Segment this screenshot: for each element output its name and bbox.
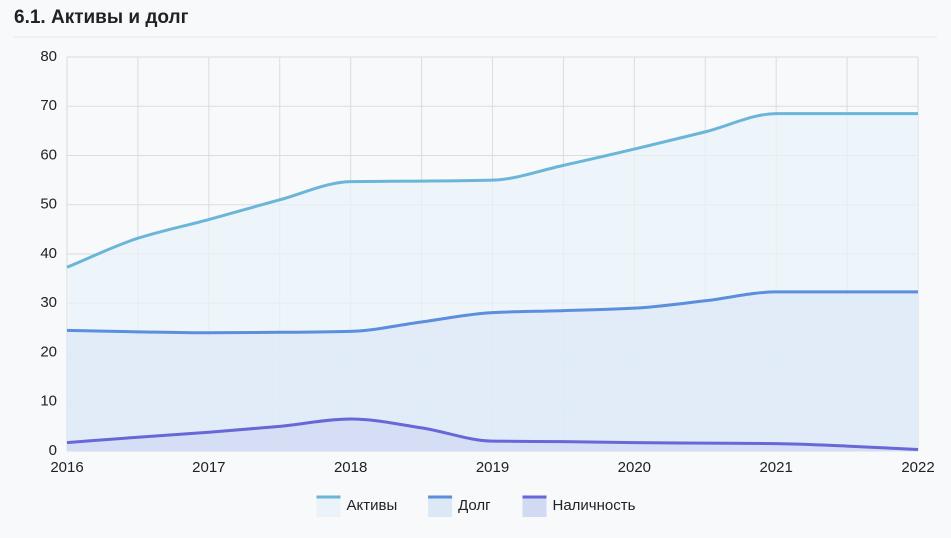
x-tick-label: 2020 [618,459,651,476]
chart-title: 6.1. Активы и долг [14,7,189,28]
lines [66,112,919,452]
line [66,112,918,269]
y-tick-label: 0 [49,442,57,459]
area [67,291,918,451]
x-tick-label: 2017 [192,459,225,476]
areas [67,113,918,451]
legend-label: Наличность [553,497,636,514]
y-tick-label: 50 [40,196,57,213]
y-tick-label: 30 [40,294,57,311]
y-tick-label: 40 [40,245,57,262]
y-tick-label: 60 [40,146,57,163]
x-tick-label: 2021 [759,459,792,476]
y-tick-label: 10 [40,393,57,410]
legend-swatch [522,497,547,517]
legend-label: Активы [347,497,398,514]
legend-swatch [428,497,453,517]
legend-label: Долг [458,497,491,514]
y-tick-label: 20 [40,343,57,360]
y-tick-label: 70 [40,97,57,114]
y-tick-label: 80 [40,48,57,65]
legend-swatch [316,497,341,517]
line [66,290,918,335]
line [66,417,919,452]
x-tick-label: 2022 [901,459,934,476]
x-tick-label: 2016 [50,459,83,476]
x-tick-label: 2018 [334,459,367,476]
x-tick-label: 2019 [476,459,509,476]
